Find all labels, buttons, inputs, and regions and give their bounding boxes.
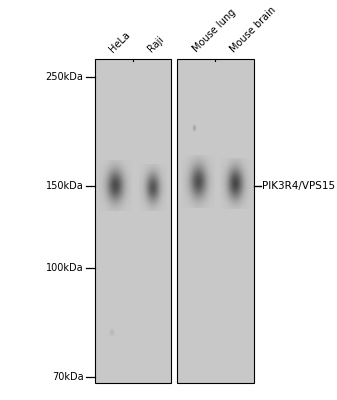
Bar — [95, 59, 172, 383]
Text: Raji: Raji — [146, 34, 166, 54]
Text: HeLa: HeLa — [108, 30, 132, 54]
Text: PIK3R4/VPS15: PIK3R4/VPS15 — [262, 180, 335, 190]
Text: Mouse lung: Mouse lung — [191, 8, 238, 54]
Text: 250kDa: 250kDa — [46, 72, 84, 82]
Text: 150kDa: 150kDa — [46, 180, 84, 190]
Bar — [177, 59, 254, 383]
Text: 70kDa: 70kDa — [52, 372, 84, 382]
Text: 100kDa: 100kDa — [46, 263, 84, 273]
Text: Mouse brain: Mouse brain — [228, 5, 278, 54]
